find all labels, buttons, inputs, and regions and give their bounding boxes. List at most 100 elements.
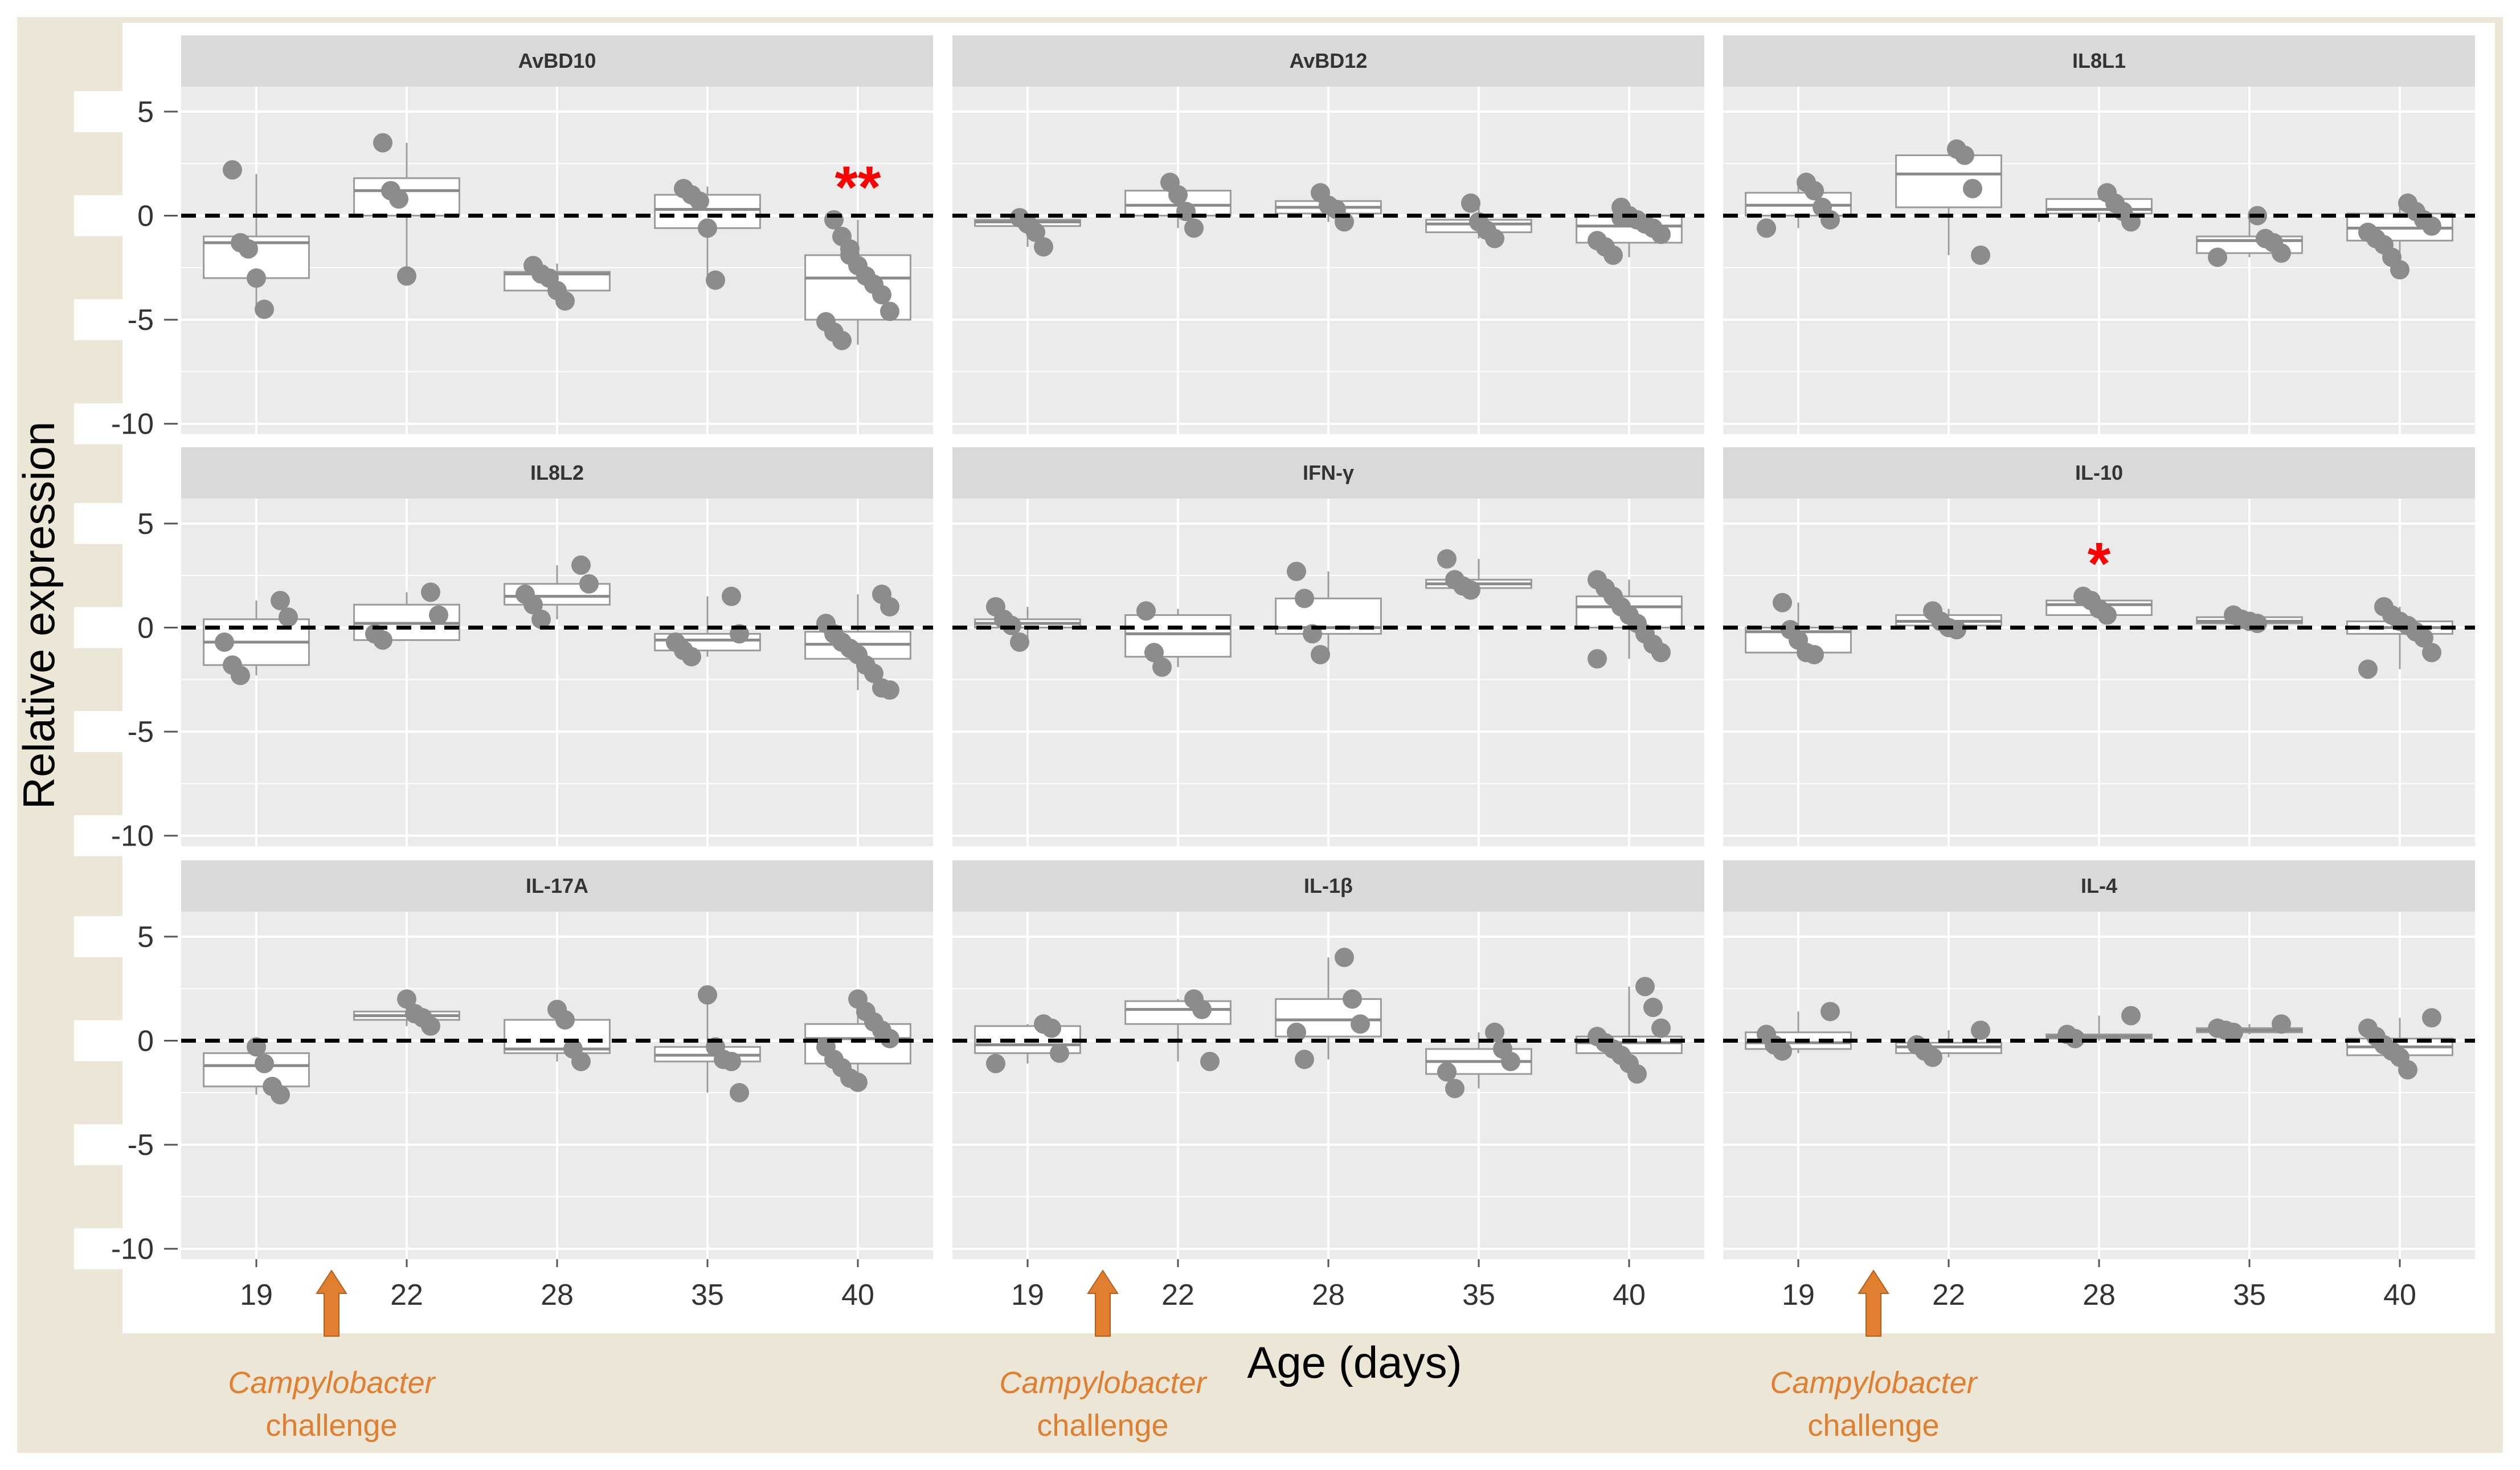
facet-strip xyxy=(952,860,1704,912)
data-point xyxy=(1947,620,1966,640)
data-point xyxy=(1501,1051,1520,1071)
data-point xyxy=(864,663,883,683)
y-tick-label: -5 xyxy=(128,1129,154,1162)
data-point xyxy=(397,989,416,1009)
y-tick-backdrop xyxy=(74,916,174,957)
data-point xyxy=(2208,247,2227,267)
data-point xyxy=(2422,216,2441,236)
x-tick-label: 40 xyxy=(841,1279,874,1312)
data-point xyxy=(1923,1047,1942,1067)
data-point xyxy=(2398,1060,2417,1080)
data-point xyxy=(1651,1018,1671,1038)
data-point xyxy=(215,632,234,652)
x-tick-label: 35 xyxy=(2233,1279,2266,1312)
challenge-annotations: Campylobacter challenge Campylobacter chall… xyxy=(228,1269,1978,1443)
annotation-line1: Campylobacter xyxy=(1770,1366,1978,1400)
data-point xyxy=(1010,632,1029,652)
y-tick-backdrop xyxy=(74,91,174,132)
x-tick-label: 19 xyxy=(240,1279,273,1312)
facet-strip xyxy=(952,447,1704,499)
data-point xyxy=(1651,224,1671,244)
facet-panel: IL-10 * xyxy=(1723,447,2475,846)
data-point xyxy=(571,555,591,575)
data-point xyxy=(1437,1062,1457,1082)
data-point xyxy=(421,582,440,602)
x-tick-label: 28 xyxy=(2083,1279,2116,1312)
data-point xyxy=(373,630,392,650)
data-point xyxy=(1200,1051,1220,1071)
data-point xyxy=(271,1085,290,1105)
data-point xyxy=(1461,193,1480,213)
facet-title: IFN-γ xyxy=(1303,461,1354,484)
annotation-line2: challenge xyxy=(1037,1408,1168,1443)
box xyxy=(1895,154,2002,209)
facet-panel: IL-1β 19 22 28 35 40 xyxy=(941,860,1710,1320)
data-point xyxy=(1485,1022,1504,1042)
data-point xyxy=(1295,589,1314,609)
data-point xyxy=(2422,643,2441,663)
x-tick-label: 35 xyxy=(691,1279,724,1312)
data-point xyxy=(698,985,717,1005)
data-point xyxy=(1461,580,1480,600)
data-point xyxy=(579,574,599,594)
data-point xyxy=(880,597,899,616)
data-point xyxy=(1603,245,1623,265)
y-tick-backdrop xyxy=(74,711,174,753)
x-tick-backdrop xyxy=(1712,1263,2481,1320)
data-point xyxy=(1176,202,1196,222)
x-tick-label: 19 xyxy=(1782,1279,1815,1312)
data-point xyxy=(1757,218,1776,238)
data-point xyxy=(880,1028,899,1048)
data-point xyxy=(523,595,543,615)
data-point xyxy=(1805,181,1824,201)
facet-title: IL-1β xyxy=(1304,874,1353,897)
data-point xyxy=(231,665,250,685)
annotation-line1: Campylobacter xyxy=(999,1366,1207,1400)
data-point xyxy=(1136,601,1156,621)
x-tick-label: 40 xyxy=(1613,1279,1646,1312)
y-tick-label: -5 xyxy=(128,304,154,337)
facet-strip xyxy=(181,860,933,912)
data-point xyxy=(880,301,899,321)
y-tick-backdrop xyxy=(74,195,174,236)
data-point xyxy=(706,270,725,290)
data-point xyxy=(848,1072,868,1092)
x-tick-backdrop xyxy=(170,1263,939,1320)
x-tick-label: 19 xyxy=(1011,1279,1044,1312)
facet-strip xyxy=(181,35,933,87)
data-point xyxy=(239,239,258,259)
y-tick-label: -10 xyxy=(111,1233,154,1266)
facet-strip xyxy=(1723,35,2475,87)
data-point xyxy=(1034,237,1053,257)
data-point xyxy=(2224,1022,2243,1042)
data-point xyxy=(271,590,290,610)
facet-panels: AvBD10 5 0 -5 -10 ** AvBD12 IL8L1 IL8L2 5 0 -5 -10 IF… xyxy=(74,35,2481,1320)
y-tick-backdrop xyxy=(74,1228,174,1269)
data-point xyxy=(1635,977,1655,997)
significance-marker: ** xyxy=(835,154,881,220)
y-tick-backdrop xyxy=(74,403,174,444)
y-tick-backdrop xyxy=(74,1124,174,1166)
data-point xyxy=(1287,561,1306,581)
data-point xyxy=(1805,644,1824,664)
data-point xyxy=(722,1051,741,1071)
x-axis-label: Age (days) xyxy=(1247,1337,1462,1387)
y-tick-label: 5 xyxy=(137,508,154,541)
data-point xyxy=(397,266,416,286)
facet-title: IL8L1 xyxy=(2072,49,2126,72)
facet-title: AvBD12 xyxy=(1290,49,1368,72)
data-point xyxy=(255,299,274,319)
data-point xyxy=(1042,1018,1061,1038)
y-tick-label: 0 xyxy=(137,199,154,232)
data-point xyxy=(1168,185,1188,205)
data-point xyxy=(1588,649,1607,669)
challenge-arrow-icon xyxy=(316,1269,347,1337)
facet-title: IL-10 xyxy=(2075,461,2123,484)
data-point xyxy=(2272,243,2291,263)
data-point xyxy=(1437,549,1457,569)
data-point xyxy=(1971,245,1990,265)
data-point xyxy=(698,218,717,238)
y-tick-label: -10 xyxy=(111,408,154,441)
challenge-arrow-icon xyxy=(1087,1269,1119,1337)
data-point xyxy=(1963,178,1982,198)
